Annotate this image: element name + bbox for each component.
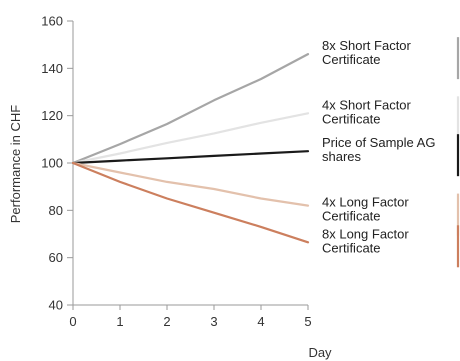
series-line-0	[71, 52, 310, 165]
y-tick-label: 120	[41, 108, 63, 123]
y-tick-label: 80	[49, 203, 63, 218]
x-tick-label: 2	[163, 314, 170, 329]
legend-label: 8x Long Factor	[322, 226, 409, 241]
y-axis-title: Performance in CHF	[8, 105, 23, 224]
legend-label: Certificate	[322, 240, 381, 255]
legend-label: Certificate	[322, 209, 381, 224]
legend-label: 4x Long Factor	[322, 195, 409, 210]
x-axis-title: Day	[308, 345, 332, 360]
legend-label: Certificate	[322, 52, 381, 67]
x-tick-label: 0	[69, 314, 76, 329]
y-tick-label: 60	[49, 250, 63, 265]
x-tick-label: 3	[210, 314, 217, 329]
legend-label: Certificate	[322, 111, 381, 126]
x-tick-label: 5	[304, 314, 311, 329]
series-line-4	[71, 161, 310, 244]
series-line-2	[71, 150, 310, 165]
x-tick-label: 1	[116, 314, 123, 329]
axes	[72, 21, 308, 306]
x-ticks: 0 1 2 3 4 5	[69, 305, 312, 329]
series-line-3	[71, 161, 310, 207]
legend-label: 8x Short Factor	[322, 38, 412, 53]
y-tick-label: 140	[41, 61, 63, 76]
legend-label: Price of Sample AG	[322, 135, 435, 150]
y-ticks: 40 60 80 100 120 140 160	[41, 14, 73, 313]
y-tick-label: 100	[41, 156, 63, 171]
x-tick-label: 4	[257, 314, 264, 329]
series-line-1	[71, 112, 310, 165]
y-tick-label: 40	[49, 298, 63, 313]
legend-label: 4x Short Factor	[322, 97, 412, 112]
legend-label: shares	[322, 149, 362, 164]
series-lines	[71, 52, 310, 244]
y-tick-label: 160	[41, 14, 63, 29]
